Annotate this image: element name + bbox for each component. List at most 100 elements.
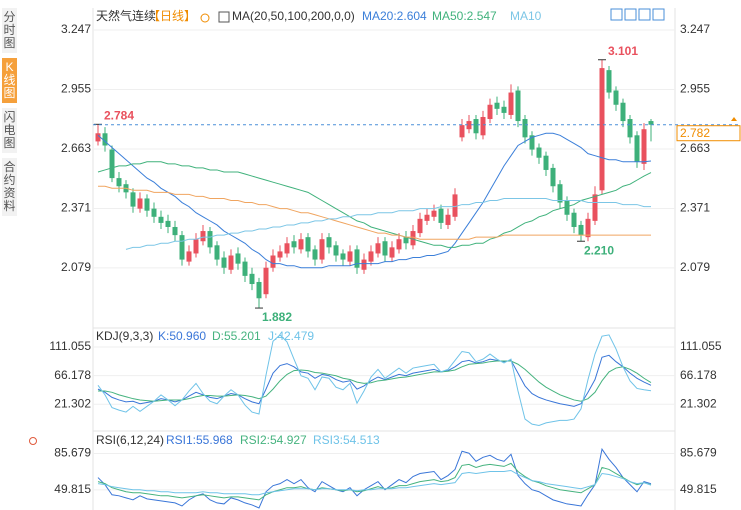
legend-entry: RSI3:54.513	[313, 433, 380, 447]
legend-entry: MA10	[510, 9, 542, 23]
candle-body	[634, 135, 640, 162]
candle-body	[242, 261, 248, 276]
candle-body	[256, 281, 262, 299]
candle-body	[389, 247, 395, 258]
y-tick-label: 85.679	[680, 446, 717, 460]
candle-body	[382, 241, 388, 256]
indicator-line	[97, 469, 652, 496]
indicator-line	[97, 354, 652, 407]
candle-body	[536, 147, 542, 158]
candle-body	[137, 198, 143, 209]
candle-body	[459, 125, 465, 138]
indicator-line	[125, 197, 651, 250]
y-tick-label: 66.178	[54, 368, 91, 382]
candle-body	[109, 149, 115, 179]
candle-body	[515, 90, 521, 122]
candle-body	[410, 231, 416, 246]
y-tick-label: 49.815	[680, 482, 717, 496]
tool-icon[interactable]	[638, 8, 651, 21]
candle-body	[130, 192, 136, 207]
candle-body	[606, 70, 612, 93]
extreme-label: 3.101	[608, 44, 638, 58]
indicator-line	[98, 185, 651, 240]
candle-body	[571, 212, 577, 227]
candle-body	[424, 214, 430, 221]
candle-body	[165, 220, 171, 227]
candle-body	[333, 245, 339, 256]
candle-body	[172, 226, 178, 236]
sidebar-tab[interactable]: K线图	[2, 58, 17, 103]
candle-body	[592, 194, 598, 221]
candle-body	[431, 210, 437, 217]
candle-body	[480, 116, 486, 136]
candle-body	[200, 231, 206, 242]
legend-entry: J:42.479	[268, 329, 314, 343]
sidebar-tab[interactable]: 合约资料	[2, 158, 17, 216]
sidebar-tab[interactable]: 闪电图	[2, 108, 17, 153]
candle-body	[193, 239, 199, 254]
indicator-line	[97, 132, 652, 269]
candle-body	[102, 133, 108, 146]
candle-body	[501, 106, 507, 113]
ma-icon[interactable]	[218, 11, 230, 23]
y-tick-label: 66.178	[680, 368, 717, 382]
legend-entry: RSI1:55.968	[166, 433, 233, 447]
legend-entry: RSI2:54.927	[240, 433, 307, 447]
candle-body	[438, 208, 444, 223]
price-arrow	[731, 117, 737, 121]
candle-body	[214, 245, 220, 260]
candle-body	[494, 102, 500, 109]
candle-body	[417, 218, 423, 234]
candle-body	[452, 194, 458, 217]
tool-icon[interactable]	[610, 8, 623, 21]
candle-body	[319, 239, 325, 260]
indicator-line	[97, 462, 652, 501]
sidebar-tab[interactable]: 分时图	[2, 8, 17, 53]
candle-body	[207, 231, 213, 248]
y-tick-label: 85.679	[54, 446, 91, 460]
y-tick-label: 3.247	[680, 22, 710, 36]
tool-icon[interactable]	[624, 8, 637, 21]
y-tick-label: 2.663	[61, 141, 91, 155]
y-tick-label: 2.955	[680, 82, 710, 96]
legend-entry: K:50.960	[158, 329, 206, 343]
y-tick-label: 2.371	[680, 201, 710, 215]
indicator-line	[97, 334, 652, 426]
candle-body	[151, 208, 157, 217]
candle-body	[144, 198, 150, 211]
settings-icon[interactable]	[29, 437, 37, 445]
candle-body	[270, 255, 276, 268]
candle-body	[620, 102, 626, 122]
legend-title: KDJ(9,3,3)	[96, 329, 153, 343]
candle-body	[627, 119, 633, 138]
candle-body	[557, 184, 563, 203]
y-tick-label: 2.079	[61, 260, 91, 274]
candle-body	[354, 249, 360, 268]
candle-body	[277, 251, 283, 258]
y-tick-label: 2.955	[61, 82, 91, 96]
candle-body	[641, 129, 647, 164]
add-icon[interactable]	[200, 13, 210, 23]
legend-entry: D:55.201	[212, 329, 261, 343]
candle-body	[158, 216, 164, 223]
extreme-label: 2.210	[584, 243, 614, 257]
last-price-box	[676, 125, 741, 142]
y-tick-label: 111.055	[680, 339, 722, 353]
candle-body	[466, 121, 472, 130]
candle-body	[648, 121, 654, 125]
indicator-line	[97, 447, 652, 509]
candle-body	[473, 119, 479, 134]
extreme-label: 1.882	[262, 310, 292, 324]
candle-body	[263, 267, 269, 295]
candle-body	[613, 90, 619, 105]
candle-body	[305, 237, 311, 252]
sidebar: 分时图 K线图闪电图合约资料	[0, 0, 19, 230]
tool-icon[interactable]	[652, 8, 665, 21]
candle-body	[340, 253, 346, 260]
candle-body	[228, 255, 234, 270]
candle-body	[564, 200, 570, 215]
candle-body	[368, 251, 374, 262]
y-tick-label: 49.815	[54, 482, 91, 496]
